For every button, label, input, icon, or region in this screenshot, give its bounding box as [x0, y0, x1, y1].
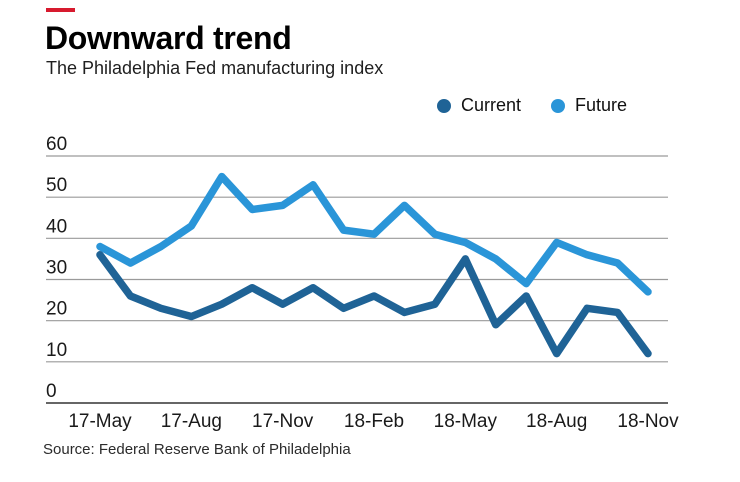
y-tick-label: 60 — [46, 134, 67, 155]
future-series-dot-icon — [551, 98, 566, 113]
chart-legend: Current Future — [437, 95, 627, 116]
current-series-dot-icon — [437, 98, 451, 113]
source-note: Source: Federal Reserve Bank of Philadel… — [43, 441, 351, 458]
y-tick-label: 10 — [46, 340, 67, 361]
x-tick-label: 17-Nov — [252, 411, 314, 432]
y-tick-label: 30 — [46, 258, 67, 279]
chart-title: Downward trend — [45, 20, 292, 56]
y-tick-label: 0 — [46, 381, 57, 402]
y-tick-label: 40 — [46, 216, 67, 237]
legend-item-future: Future — [551, 95, 627, 116]
x-tick-label: 18-May — [434, 411, 498, 432]
y-tick-label: 50 — [46, 175, 67, 196]
x-tick-label: 17-May — [68, 411, 132, 432]
x-tick-label: 17-Aug — [161, 411, 222, 432]
x-tick-label: 18-Aug — [526, 411, 587, 432]
x-tick-label: 18-Feb — [344, 411, 404, 432]
x-tick-label: 18-Nov — [617, 411, 679, 432]
series-line-current — [96, 251, 652, 358]
brand-dash-icon — [46, 8, 75, 12]
y-tick-label: 20 — [46, 299, 67, 320]
legend-label-current: Current — [461, 95, 522, 115]
series-line-future — [96, 172, 652, 296]
chart-subtitle: The Philadelphia Fed manufacturing index — [46, 58, 384, 78]
legend-label-future: Future — [575, 95, 628, 115]
legend-item-current: Current — [437, 95, 521, 116]
